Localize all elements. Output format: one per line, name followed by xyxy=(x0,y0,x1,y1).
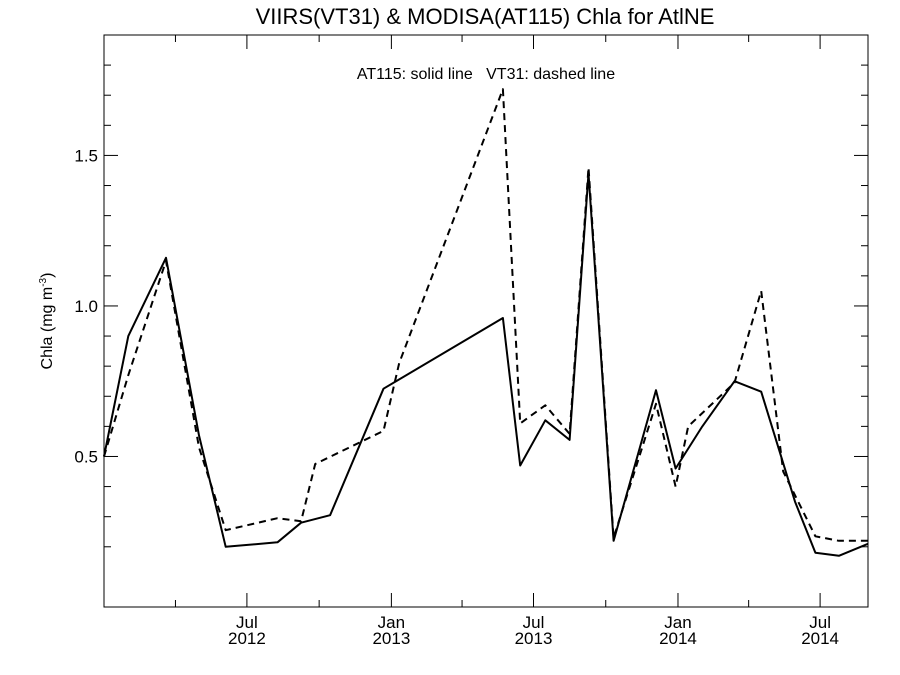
x-tick-month-label: Jan xyxy=(664,613,691,632)
plot-frame xyxy=(103,34,869,608)
series-layer xyxy=(103,88,869,557)
x-tick-year-label: 2013 xyxy=(515,629,553,648)
x-tick-month-label: Jul xyxy=(236,613,258,632)
x-tick-month-label: Jul xyxy=(523,613,545,632)
y-axis-label-text: Chla (mg m xyxy=(39,287,56,370)
x-tick-month-label: Jan xyxy=(378,613,405,632)
x-tick-month-label: Jul xyxy=(809,613,831,632)
y-tick-label: 0.5 xyxy=(74,447,98,466)
line-style-annotation: AT115: solid line VT31: dashed line xyxy=(357,66,615,83)
y-axis: 0.5 1.0 1.5 xyxy=(74,64,868,548)
series-line-vt31 xyxy=(103,88,868,542)
y-tick-label: 1.5 xyxy=(74,146,98,165)
y-axis-label: Chla (mg m-3) xyxy=(38,273,56,370)
x-tick-year-label: 2012 xyxy=(228,629,266,648)
x-tick-year-label: 2014 xyxy=(659,629,697,648)
y-tick-label: 1.0 xyxy=(74,297,98,316)
chart-title: VIIRS(VT31) & MODISA(AT115) Chla for Atl… xyxy=(256,4,715,29)
y-axis-label-end: ) xyxy=(39,273,56,278)
x-tick-year-label: 2013 xyxy=(372,629,410,648)
y-axis-label-sup: -3 xyxy=(38,277,49,286)
x-tick-year-label: 2014 xyxy=(801,629,839,648)
series-line-at115 xyxy=(103,172,869,557)
